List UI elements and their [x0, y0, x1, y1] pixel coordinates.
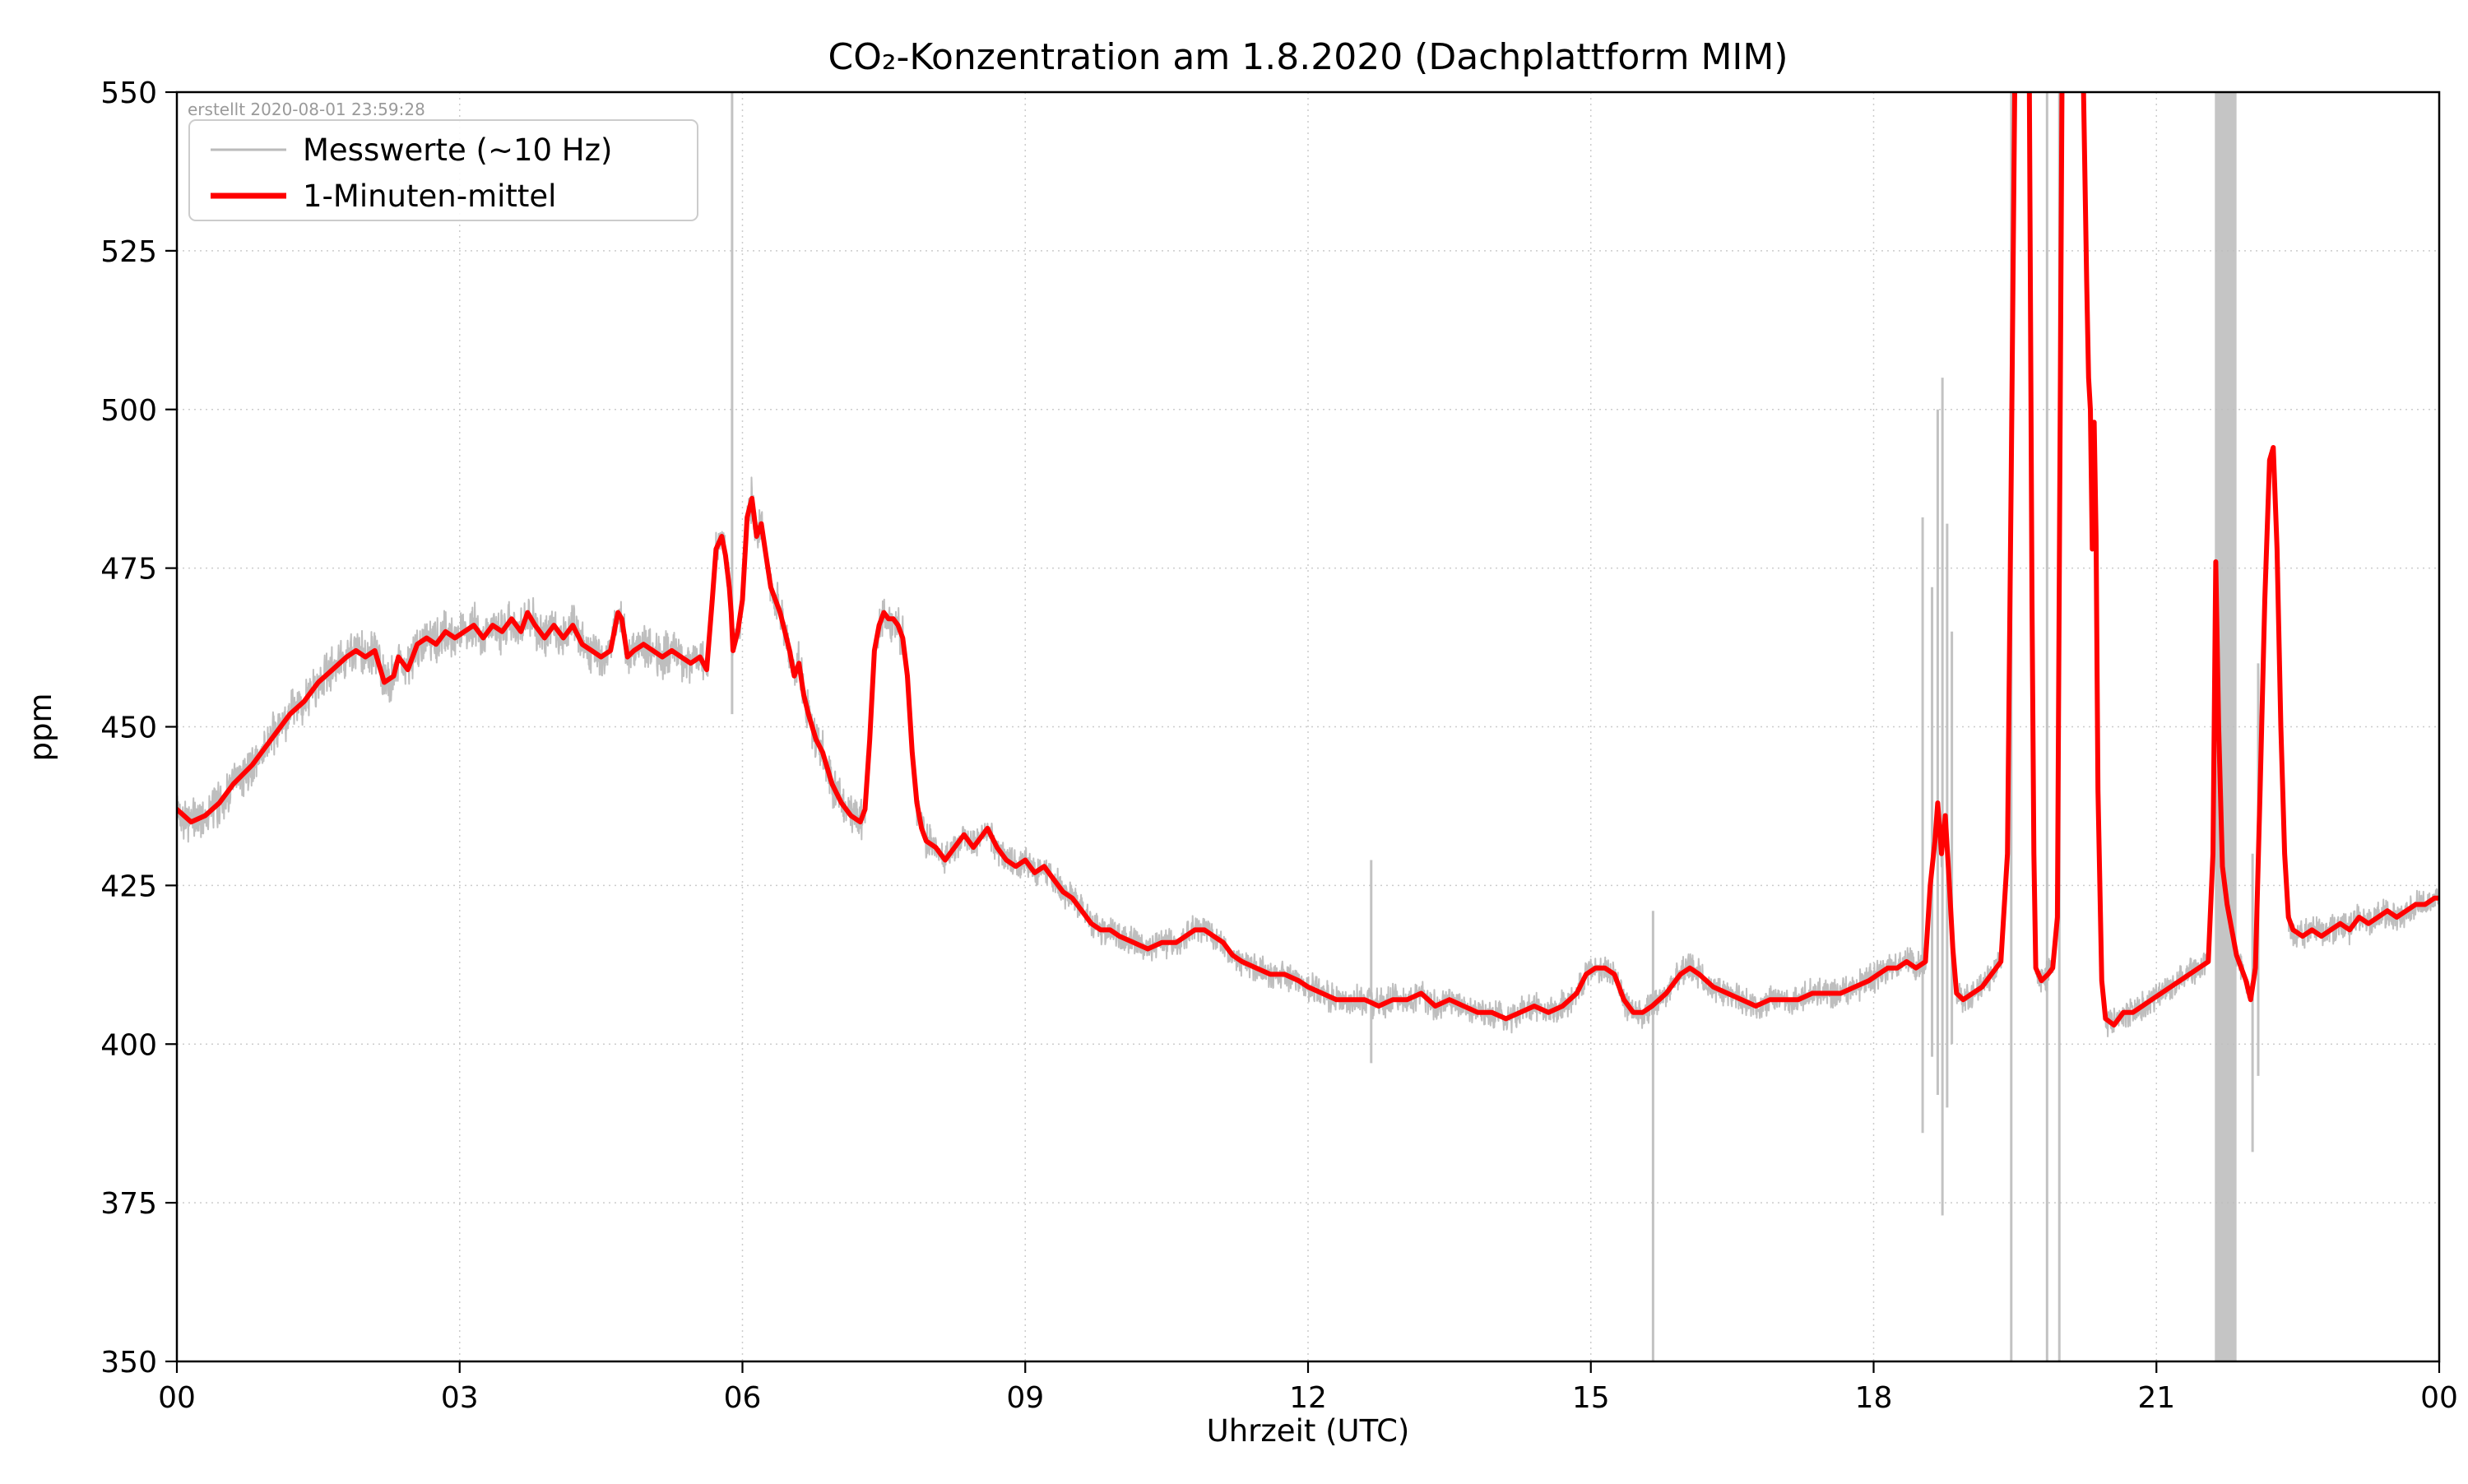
- y-tick-label: 400: [100, 1028, 157, 1062]
- x-tick-label: 18: [1855, 1381, 1893, 1415]
- x-axis-label: Uhrzeit (UTC): [1207, 1413, 1410, 1449]
- x-tick-label: 15: [1572, 1381, 1610, 1415]
- legend-item-mean: 1-Minuten-mittel: [211, 179, 556, 214]
- legend-item-raw: Messwerte (~10 Hz): [211, 132, 612, 168]
- axis-ticks: 350 375 400 425 450 475 500 525 550 00 03 06 09 12 15 1…: [100, 77, 2458, 1415]
- mean-series-line: [177, 92, 2439, 1028]
- x-tick-label: 00: [2420, 1381, 2458, 1415]
- y-tick-label: 500: [100, 394, 157, 428]
- data-layer: [177, 92, 2439, 1361]
- x-tick-label: 00: [158, 1381, 196, 1415]
- x-tick-label: 06: [724, 1381, 762, 1415]
- x-tick-label: 09: [1006, 1381, 1044, 1415]
- chart-title: CO₂-Konzentration am 1.8.2020 (Dachplatt…: [828, 36, 1788, 78]
- y-tick-label: 350: [100, 1346, 157, 1380]
- y-tick-label: 375: [100, 1187, 157, 1221]
- y-tick-label: 450: [100, 712, 157, 745]
- legend-label-mean: 1-Minuten-mittel: [303, 179, 556, 214]
- y-tick-label: 525: [100, 235, 157, 269]
- legend-box: [188, 119, 698, 221]
- legend: Messwerte (~10 Hz) 1-Minuten-mittel: [188, 119, 698, 221]
- legend-label-raw: Messwerte (~10 Hz): [303, 132, 612, 168]
- y-tick-label: 550: [100, 77, 157, 110]
- y-tick-label: 475: [100, 553, 157, 587]
- x-tick-label: 03: [441, 1381, 479, 1415]
- x-tick-label: 12: [1289, 1381, 1327, 1415]
- y-axis-label: ppm: [23, 693, 58, 761]
- created-timestamp: erstellt 2020-08-01 23:59:28: [188, 100, 425, 119]
- grid-lines: [177, 92, 2439, 1361]
- y-tick-label: 425: [100, 870, 157, 903]
- x-tick-label: 21: [2137, 1381, 2175, 1415]
